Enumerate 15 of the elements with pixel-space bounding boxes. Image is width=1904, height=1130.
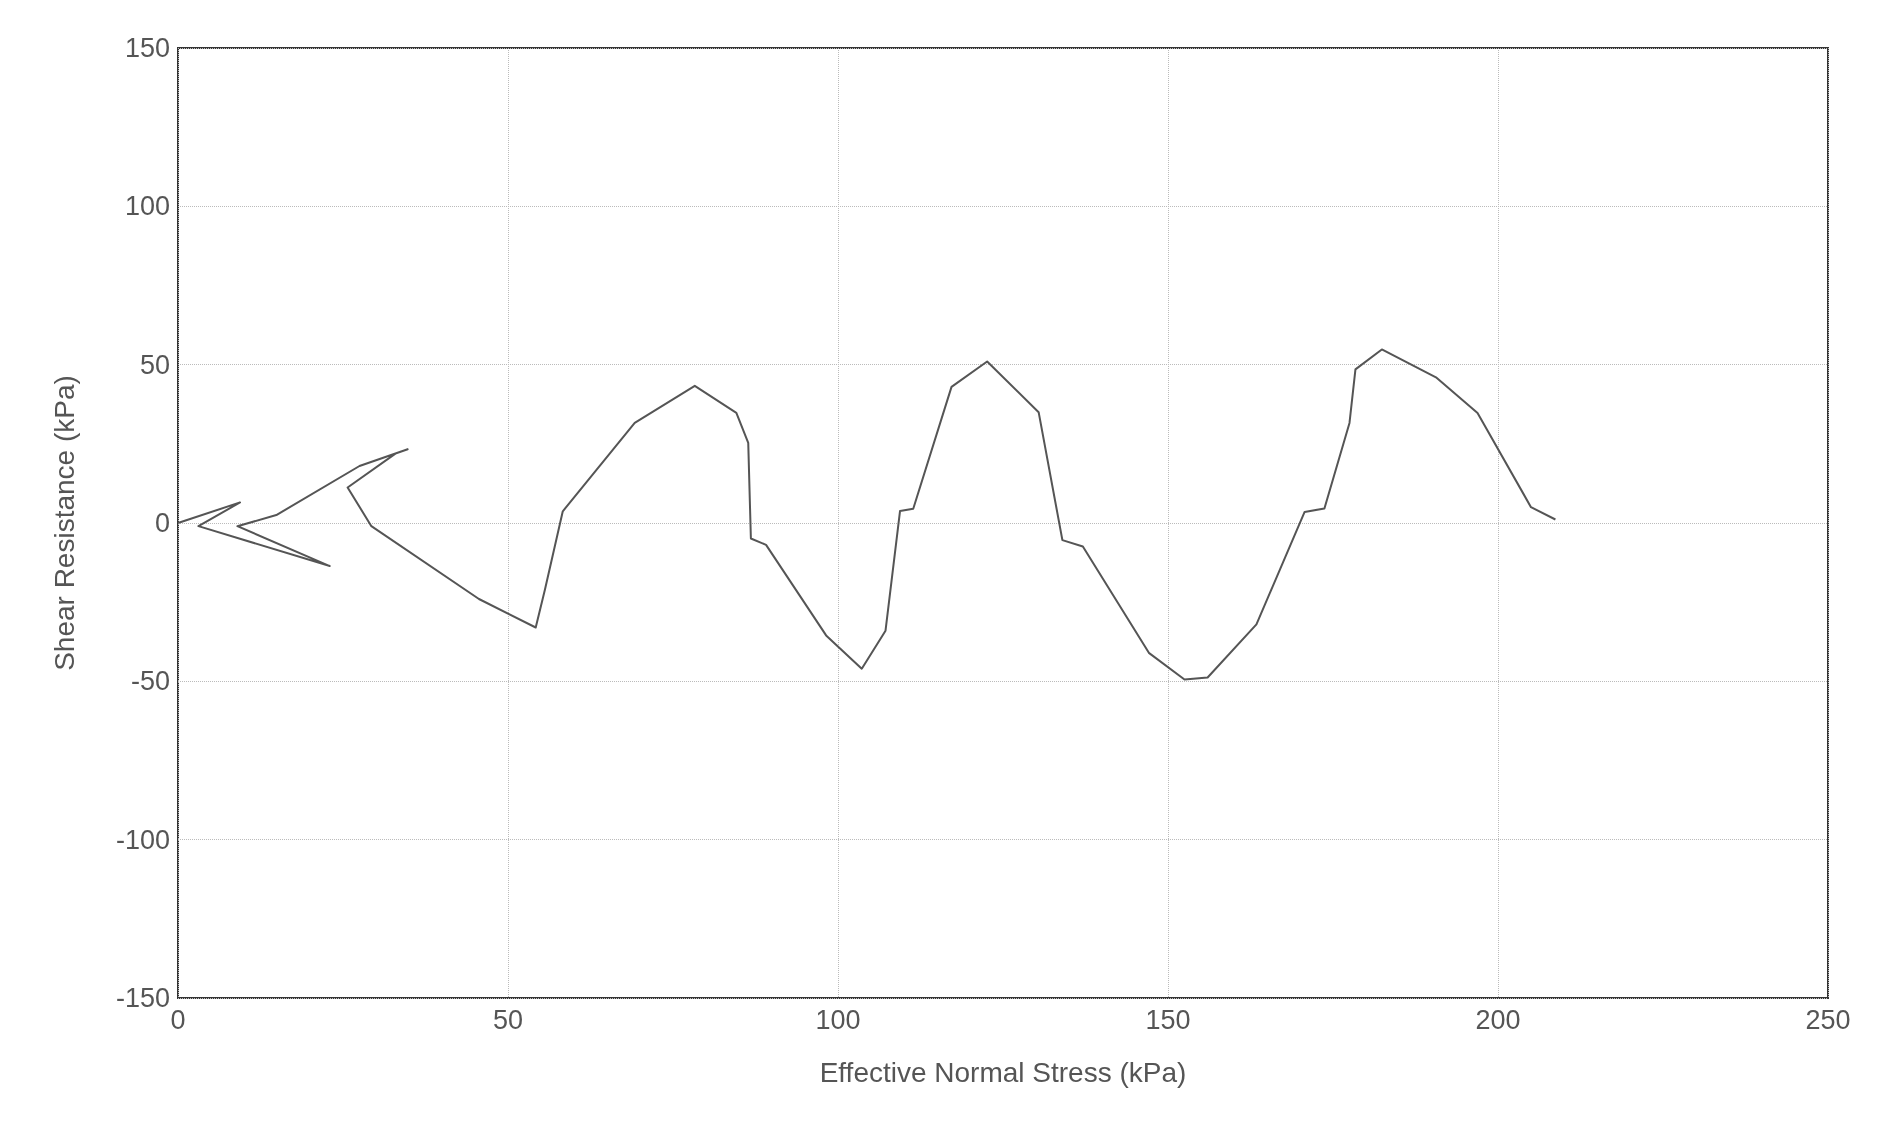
y-tick-label: 0 <box>154 508 170 538</box>
y-axis-title: Shear Resistance (kPa) <box>48 375 80 671</box>
y-tick-label: 150 <box>124 33 170 63</box>
x-axis-title: Effective Normal Stress (kPa) <box>819 1056 1187 1088</box>
x-tick-label: 200 <box>1475 1004 1521 1035</box>
line-series <box>177 348 1557 681</box>
y-tick-label: -50 <box>130 666 170 697</box>
x-tick-label: 150 <box>1145 1004 1191 1035</box>
y-tick-label: 100 <box>124 191 170 222</box>
y-tick-label: -150 <box>115 983 170 1013</box>
x-tick-label: 100 <box>815 1004 861 1035</box>
x-tick-label: 250 <box>1805 1004 1851 1035</box>
x-tick-label: 50 <box>492 1004 524 1035</box>
y-tick-label: -100 <box>115 824 170 855</box>
y-tick-label: 50 <box>139 349 170 380</box>
